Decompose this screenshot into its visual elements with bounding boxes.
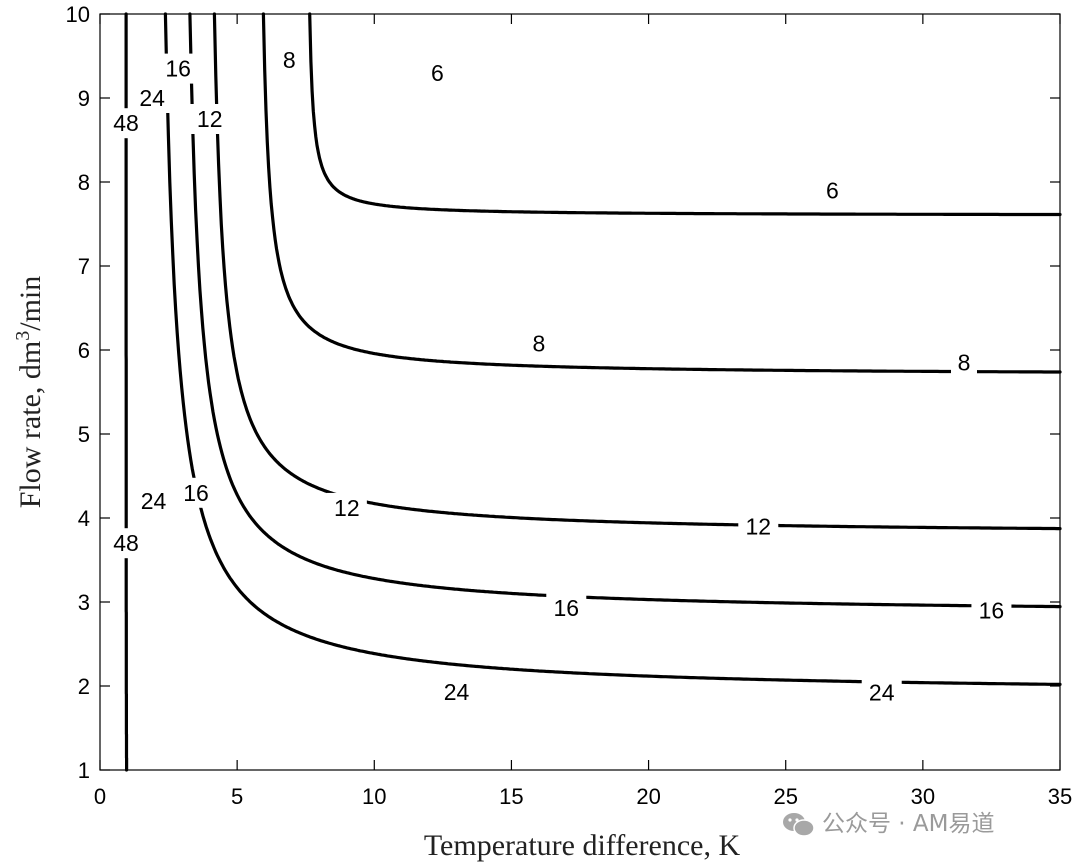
contour-lines <box>124 12 1062 772</box>
x-tick-label: 15 <box>499 784 523 809</box>
contour-label-12: 12 <box>745 513 771 539</box>
contour-label-bg <box>861 677 902 708</box>
contour-label-bg <box>525 328 552 359</box>
contour-label-bg <box>132 83 173 113</box>
y-tick-label: 6 <box>78 338 90 363</box>
contour-label-6: 6 <box>826 177 839 203</box>
contour-12 <box>212 12 1062 531</box>
wechat-icon <box>783 813 815 837</box>
contour-label-6: 6 <box>431 60 444 86</box>
contour-label-24: 24 <box>869 680 895 706</box>
contour-label-bg <box>106 108 147 139</box>
contour-label-bg <box>424 57 451 88</box>
contour-label-12: 12 <box>334 495 360 521</box>
contour-label-8: 8 <box>532 330 545 356</box>
y-tick-label: 8 <box>78 170 90 195</box>
contour-label-16: 16 <box>553 595 579 621</box>
contour-label-24: 24 <box>139 85 165 111</box>
y-tick-label: 4 <box>78 506 90 531</box>
contour-label-24: 24 <box>444 679 470 705</box>
contour-label-bg <box>971 595 1012 626</box>
y-tick-label: 2 <box>78 674 90 699</box>
plot-frame <box>99 13 1061 771</box>
x-tick-label: 0 <box>94 784 106 809</box>
contour-label-bg <box>158 53 199 84</box>
x-tick-label: 30 <box>911 784 935 809</box>
contour-label-16: 16 <box>183 480 209 506</box>
watermark-text: 公众号 · AM易道 <box>822 811 995 837</box>
x-axis-ticks: 0 5 10 15 20 25 30 35 <box>94 14 1072 809</box>
y-axis-title: Flow rate, dm3/min <box>12 276 47 509</box>
y-tick-label: 9 <box>78 86 90 111</box>
contour-label-8: 8 <box>958 350 971 376</box>
contour-label-8: 8 <box>283 47 296 73</box>
x-tick-label: 5 <box>231 784 243 809</box>
x-tick-label: 35 <box>1048 784 1072 809</box>
y-tick-label: 3 <box>78 590 90 615</box>
contour-24 <box>163 12 1062 686</box>
y-axis-title-main: Flow rate, dm <box>14 341 47 508</box>
contour-label-12: 12 <box>197 106 223 132</box>
contour-label-bg <box>326 492 367 523</box>
contour-label-bg <box>106 528 147 559</box>
contour-16 <box>188 12 1062 609</box>
x-tick-label: 20 <box>636 784 660 809</box>
contour-label-48: 48 <box>113 110 139 136</box>
contour-8 <box>261 12 1062 374</box>
contour-label-bg <box>819 175 846 206</box>
x-tick-label: 25 <box>773 784 797 809</box>
contour-48 <box>124 12 129 772</box>
contour-label-bg <box>276 45 303 76</box>
y-tick-label: 10 <box>66 2 90 27</box>
y-axis-title-tail: /min <box>14 276 47 331</box>
contour-label-bg <box>133 486 174 517</box>
y-tick-label: 5 <box>78 422 90 447</box>
y-axis-title-superscript: 3 <box>12 331 34 341</box>
contour-label-bg <box>189 104 230 134</box>
contour-label-24: 24 <box>141 488 167 514</box>
y-tick-label: 1 <box>78 758 90 783</box>
contour-6 <box>308 12 1062 217</box>
contour-label-16: 16 <box>979 597 1005 623</box>
contour-label-bg <box>951 347 977 378</box>
contour-label-16: 16 <box>165 56 191 82</box>
watermark: 公众号 · AM易道 <box>783 811 995 837</box>
contour-label-48: 48 <box>113 530 139 556</box>
x-tick-label: 10 <box>362 784 386 809</box>
x-axis-title: Temperature difference, K <box>424 829 741 862</box>
contour-label-bg <box>436 676 477 707</box>
y-tick-label: 7 <box>78 254 90 279</box>
contour-label-bg <box>738 511 779 542</box>
contour-label-bg <box>546 592 587 623</box>
contour-label-bg <box>176 477 216 508</box>
